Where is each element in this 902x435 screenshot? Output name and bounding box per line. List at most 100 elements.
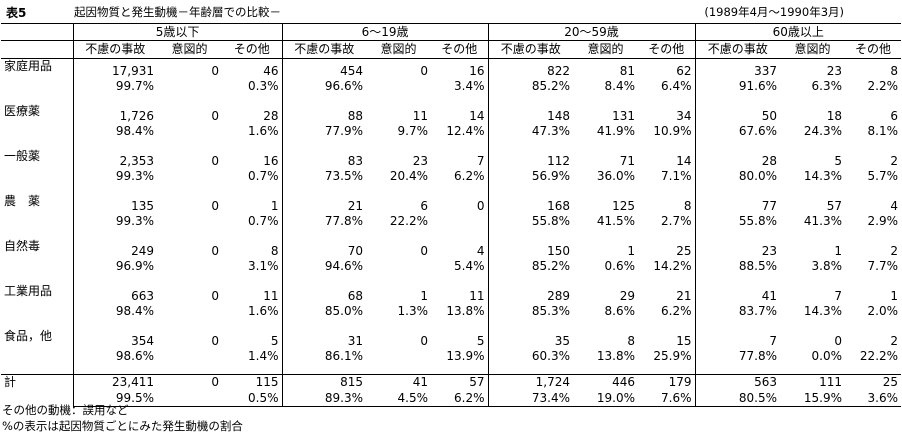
age-group-header: 60歳以上: [694, 23, 902, 41]
corner-cell: [1, 23, 73, 41]
count-cell: 337: [694, 58, 781, 79]
count-cell: 31: [281, 329, 367, 349]
count-cell: 289: [487, 284, 574, 304]
footnote: その他の動機：誤用など: [2, 403, 129, 417]
percent-cell: 8.1%: [867, 124, 899, 138]
motive-header: 意図的: [780, 40, 846, 59]
table-row: 工業用品 663 0 11 68 1 11 289 29 21 41 7 1: [1, 284, 901, 304]
percent-cell: 6.2%: [431, 391, 489, 407]
percent-cell: 80.0%: [694, 169, 781, 194]
age-group-header: 5歳以下: [72, 23, 283, 41]
table-row-percent: 99.3% 0.7% 73.5% 20.4% 6.2% 56.9% 36.0% 7.1% 80.…: [1, 169, 901, 194]
percent-cell: 85.2%: [487, 259, 574, 284]
percent-cell: 1.3%: [397, 304, 429, 318]
percent-cell: [157, 79, 222, 104]
count-cell: 115: [222, 374, 283, 391]
percent-cell: 6.2%: [454, 169, 485, 183]
percent-cell: 12.4%: [446, 124, 485, 138]
percent-cell: 77.8%: [694, 349, 781, 375]
count-cell: 249: [72, 239, 157, 259]
percent-cell: 73.5%: [281, 169, 367, 194]
percent-cell: 0.6%: [604, 259, 636, 273]
table-row-percent: 98.4% 1.6% 85.0% 1.3% 13.8% 85.3% 8.6% 6.2% 83.7…: [1, 304, 901, 329]
motive-header: その他: [638, 40, 696, 59]
count-cell: 68: [281, 284, 367, 304]
percent-cell: 24.3%: [803, 124, 843, 138]
count-cell: 16: [469, 64, 485, 78]
percent-cell: 56.9%: [487, 169, 574, 194]
percent-cell: 99.7%: [72, 79, 157, 104]
table-row: 一般薬 2,353 0 16 83 23 7 112 71 14 28 5 2: [1, 149, 901, 169]
count-cell: 2: [890, 334, 899, 348]
footnote: %の表示は起因物質ごとにみた発生動機の割合: [2, 419, 243, 433]
percent-cell: [157, 214, 222, 239]
count-cell: 0: [420, 334, 429, 348]
count-cell: 8: [627, 334, 636, 348]
corner-cell: [1, 40, 73, 59]
total-row: 計 23,411 0 115 815 41 57 1,724 446 179 563 111 25: [1, 374, 902, 407]
count-cell: 34: [676, 109, 692, 123]
percent-cell: [157, 169, 222, 194]
motive-header: 意図的: [366, 40, 432, 59]
percent-cell: 0.7%: [248, 169, 279, 183]
percent-cell: [366, 349, 431, 375]
count-cell: 81: [619, 64, 636, 78]
count-cell: 125: [612, 199, 636, 213]
table-row: 農 薬 135 0 1 21 6 0 168 125 8 77 57 4: [1, 194, 901, 214]
count-cell: 663: [72, 284, 157, 304]
count-cell: 179: [638, 374, 696, 391]
count-cell: 23,411: [72, 374, 157, 391]
row-label: 計: [1, 374, 73, 407]
count-cell: 0: [420, 244, 429, 258]
count-cell: 111: [780, 374, 846, 391]
percent-cell: 3.4%: [454, 79, 485, 93]
percent-cell: 41.9%: [596, 124, 636, 138]
count-cell: 0: [420, 64, 429, 78]
count-cell: 2: [890, 154, 899, 168]
row-label: 工業用品: [4, 284, 53, 298]
count-cell: 454: [281, 58, 367, 79]
total-row-percent: 99.5% 0.5% 89.3% 4.5% 6.2% 73.4% 19.0% 7.6% 80.5…: [1, 391, 902, 407]
count-cell: 77: [694, 194, 781, 214]
count-cell: 70: [281, 239, 367, 259]
motive-header: その他: [845, 40, 902, 59]
percent-cell: 83.7%: [694, 304, 781, 329]
percent-cell: 3.1%: [248, 259, 279, 273]
count-cell: 0: [476, 199, 485, 213]
count-cell: 7: [694, 329, 781, 349]
count-cell: 5: [834, 154, 843, 168]
motive-header: 不慮の事故: [281, 40, 367, 59]
data-table: 5歳以下 6～19歳 20～59歳 60歳以上 不慮の事故 意図的 その他 不慮…: [1, 23, 902, 407]
count-cell: 62: [676, 64, 692, 78]
percent-cell: 7.6%: [638, 391, 696, 407]
motive-header: その他: [222, 40, 283, 59]
count-cell: 57: [431, 374, 489, 391]
count-cell: 8: [683, 199, 692, 213]
percent-cell: 88.5%: [694, 259, 781, 284]
percent-cell: 96.6%: [281, 79, 367, 104]
percent-cell: 55.8%: [487, 214, 574, 239]
count-cell: 148: [487, 104, 574, 124]
row-label: 農 薬: [4, 194, 41, 208]
count-cell: 0: [834, 334, 843, 348]
count-cell: 0: [211, 289, 219, 303]
count-cell: 5: [270, 334, 279, 348]
count-cell: 1,726: [72, 104, 157, 124]
percent-cell: 10.9%: [653, 124, 692, 138]
percent-cell: 85.2%: [487, 79, 574, 104]
count-cell: 8: [270, 244, 279, 258]
table-row: 家庭用品 17,931 0 46 454 0 16 822 81 62 337 23 8: [1, 58, 901, 79]
percent-cell: 8.4%: [604, 79, 636, 93]
percent-cell: 14.3%: [803, 304, 843, 318]
percent-cell: 5.7%: [867, 169, 899, 183]
percent-cell: 2.2%: [867, 79, 899, 93]
table-row: 自然毒 249 0 8 70 0 4 150 1 25 23 1 2: [1, 239, 901, 259]
table-row-percent: 96.9% 3.1% 94.6% 5.4% 85.2% 0.6% 14.2% 88.5% 3.8…: [1, 259, 901, 284]
title-row: 表5 起因物質と発生動機－年齢層での比較－ (1989年4月～1990年3月): [6, 4, 896, 20]
count-cell: 1: [270, 199, 279, 213]
percent-cell: 85.0%: [281, 304, 367, 329]
percent-cell: 2.7%: [661, 214, 692, 228]
count-cell: 815: [281, 374, 367, 391]
count-cell: 41: [694, 284, 781, 304]
count-cell: 23: [412, 154, 429, 168]
